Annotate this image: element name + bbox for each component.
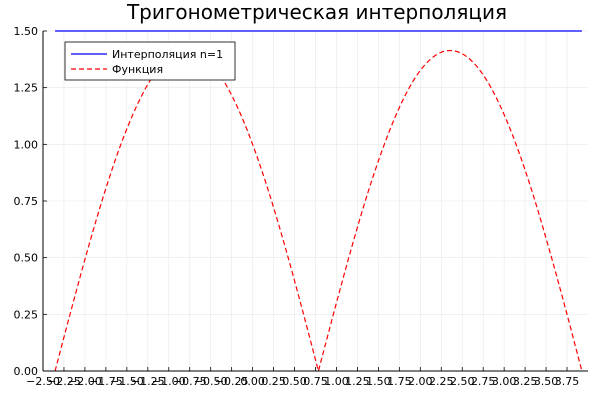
legend-label-2: Функция bbox=[112, 63, 163, 76]
x-tick-label: 3.50 bbox=[534, 375, 559, 388]
x-tick-label: 0.25 bbox=[261, 375, 286, 388]
x-tick-label: 0.50 bbox=[282, 375, 307, 388]
y-tick-label: 0.75 bbox=[14, 195, 39, 208]
grid bbox=[42, 30, 588, 372]
y-tick-label: 0.25 bbox=[14, 308, 39, 321]
x-tick-label: 1.75 bbox=[387, 375, 412, 388]
series-layer bbox=[54, 30, 583, 372]
x-tick-label: 2.50 bbox=[450, 375, 475, 388]
y-tick-label: 0.50 bbox=[14, 252, 39, 265]
x-tick-label: 0.75 bbox=[303, 375, 328, 388]
x-tick-label: −0.50 bbox=[194, 375, 228, 388]
y-tick-label: 1.00 bbox=[14, 138, 39, 151]
y-axis-ticks: 0.00 0.25 0.50 0.75 1.00 1.25 1.50 bbox=[14, 25, 47, 378]
x-tick-label: −1.75 bbox=[89, 375, 123, 388]
x-tick-label: −2.25 bbox=[47, 375, 81, 388]
legend-box bbox=[64, 41, 236, 81]
x-tick-label: 2.75 bbox=[471, 375, 496, 388]
x-tick-label: 1.50 bbox=[366, 375, 391, 388]
x-tick-label: −0.25 bbox=[215, 375, 249, 388]
x-tick-label: −0.75 bbox=[173, 375, 207, 388]
x-tick-label: −1.25 bbox=[131, 375, 165, 388]
x-tick-label: 1.00 bbox=[324, 375, 349, 388]
x-tick-label: 1.25 bbox=[345, 375, 370, 388]
x-tick-label: 2.00 bbox=[408, 375, 433, 388]
series-line-2 bbox=[54, 49, 583, 372]
x-tick-label: 0.00 bbox=[240, 375, 265, 388]
x-tick-label: −2.50 bbox=[26, 375, 60, 388]
x-tick-label: 3.75 bbox=[555, 375, 580, 388]
x-tick-label: −1.00 bbox=[152, 375, 186, 388]
legend: Интерполяция n=1 Функция bbox=[64, 41, 236, 81]
x-tick-label: 3.25 bbox=[513, 375, 538, 388]
y-tick-label: 1.50 bbox=[14, 25, 39, 38]
x-tick-label: 2.25 bbox=[429, 375, 454, 388]
x-tick-label: −1.50 bbox=[110, 375, 144, 388]
x-axis-ticks: −2.50−2.25−2.00−1.75−1.50−1.25−1.00−0.75… bbox=[26, 367, 579, 388]
y-tick-label: 1.25 bbox=[14, 82, 39, 95]
y-tick-label: 0.00 bbox=[14, 365, 39, 378]
x-tick-label: 3.00 bbox=[492, 375, 517, 388]
legend-label-1: Интерполяция n=1 bbox=[112, 48, 223, 61]
x-tick-label: −2.00 bbox=[68, 375, 102, 388]
chart-title: Тригонометрическая интерполяция bbox=[126, 0, 507, 24]
